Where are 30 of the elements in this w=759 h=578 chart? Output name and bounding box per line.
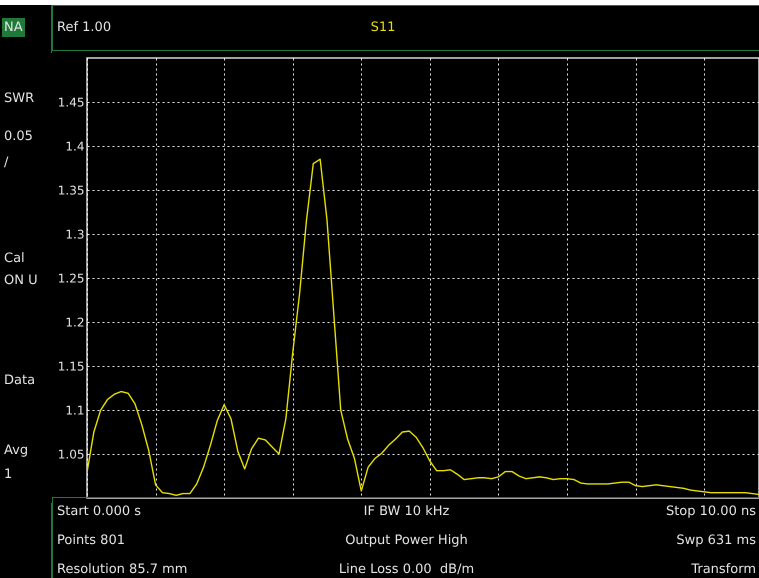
chart-subtitle: Ref 1.00 bbox=[57, 20, 112, 35]
text: Start 0.000 s bbox=[56, 504, 142, 521]
y-tick-label: 1.35 bbox=[58, 184, 84, 198]
text: IF BW 10 kHz bbox=[362, 504, 450, 521]
text: NA bbox=[2, 18, 25, 37]
y-tick-label: 1.2 bbox=[65, 316, 84, 330]
y-tick-label: 1.25 bbox=[58, 272, 84, 286]
text: Points 801 bbox=[56, 533, 126, 550]
y-tick-label: 1.45 bbox=[58, 96, 84, 110]
y-tick-label: 1.15 bbox=[58, 360, 84, 374]
text: Transform bbox=[690, 562, 757, 578]
y-tick-label: 1.4 bbox=[65, 140, 84, 154]
text: Resolution 85.7 mm bbox=[56, 562, 188, 578]
text: 0.05 bbox=[4, 129, 33, 144]
text: ON U bbox=[4, 273, 38, 288]
y-tick-label: 1.05 bbox=[58, 448, 84, 462]
text: Stop 10.00 ns bbox=[664, 504, 757, 521]
y-tick-label: 1.3 bbox=[65, 228, 84, 242]
text: Line Loss 0.00 dB/m bbox=[338, 562, 476, 578]
text: SWR bbox=[4, 91, 34, 106]
text: Cal bbox=[4, 251, 25, 266]
text: Output Power High bbox=[344, 533, 469, 550]
text: Data bbox=[4, 373, 36, 388]
chart-title: S11 bbox=[370, 20, 396, 35]
text: Swp 631 ms bbox=[675, 533, 757, 550]
y-tick-label: 1.1 bbox=[65, 404, 84, 418]
text: 1 bbox=[4, 467, 12, 482]
text: Avg bbox=[4, 443, 28, 458]
text: / bbox=[4, 155, 8, 170]
line-series bbox=[87, 158, 759, 496]
